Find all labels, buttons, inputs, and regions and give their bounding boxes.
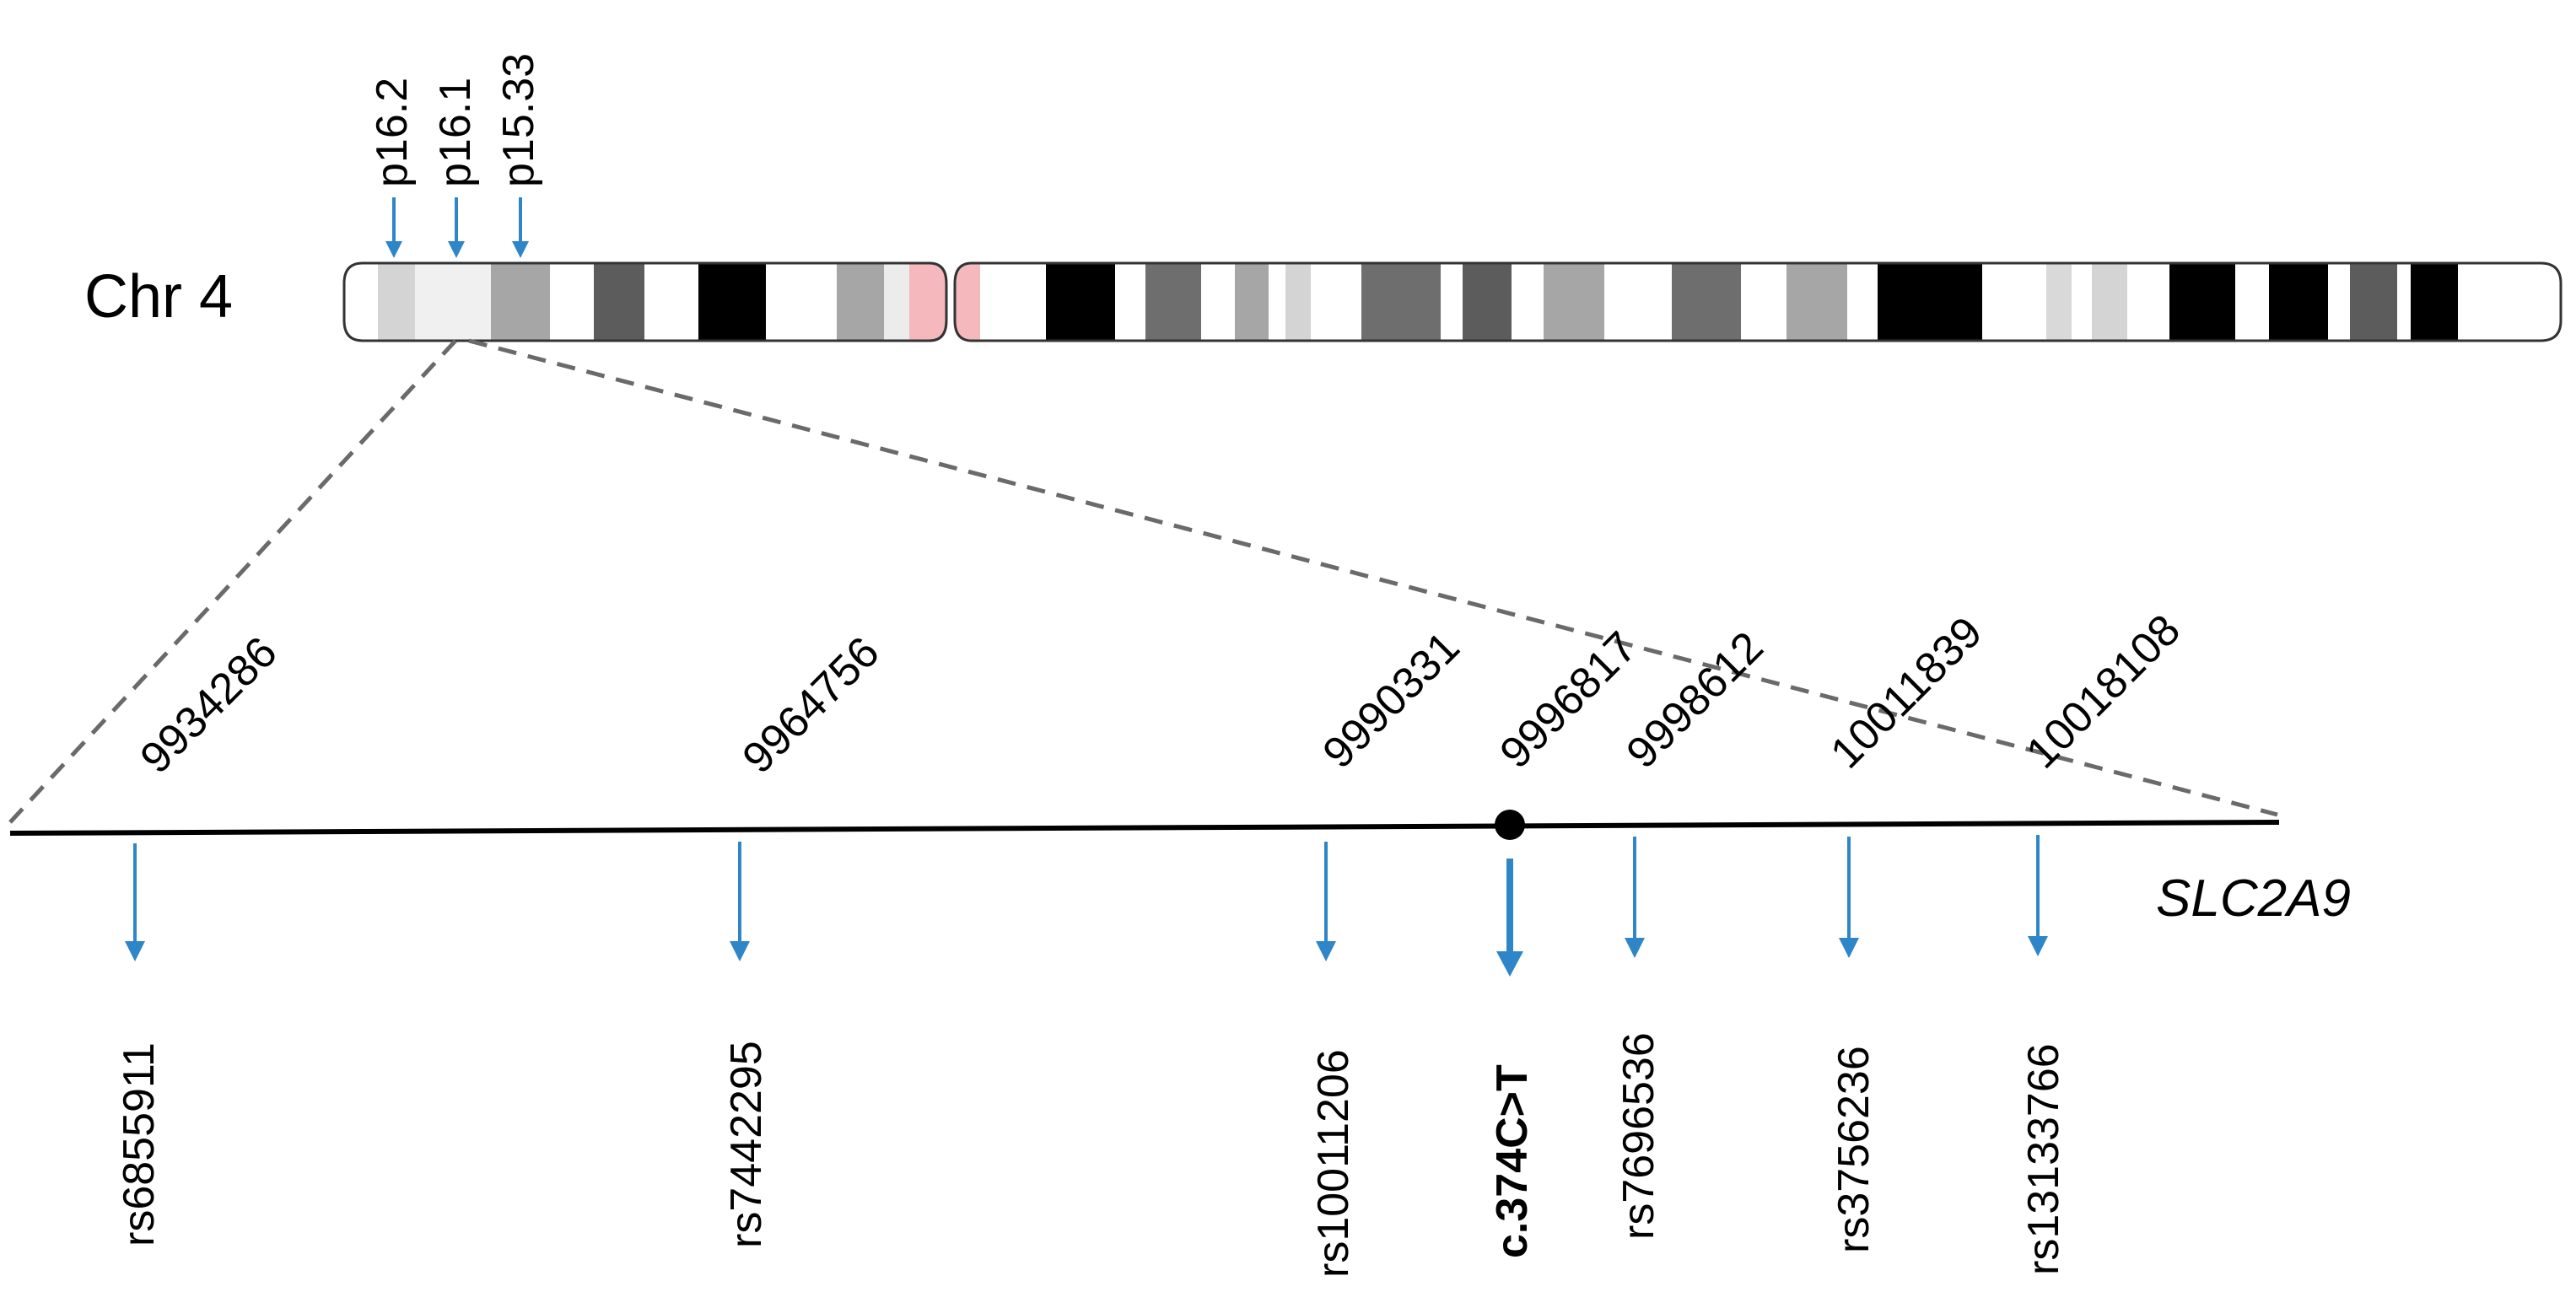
variant-id: rs7442295 (722, 1041, 771, 1248)
variant-id: rs3756236 (1830, 1046, 1878, 1253)
variant-id: rs6855911 (115, 1042, 164, 1246)
zoom-line-right (468, 338, 2278, 817)
band-label-p15-33: p15.33 (494, 53, 543, 187)
variant-id: rs7696536 (1614, 1032, 1663, 1240)
variant-position: 9996817 (1490, 622, 1646, 778)
band-arrowhead-p15-33 (512, 241, 529, 258)
band-arrowhead-p16-2 (385, 241, 402, 258)
chromosome-p-arm (344, 263, 946, 341)
variant-position: 9990331 (1313, 622, 1469, 778)
chromosome-q-arm (955, 263, 2561, 341)
gene-axis-line (9, 820, 2280, 836)
variants: 9934286 rs6855911 9964756 rs7442295 9990… (115, 606, 2190, 1278)
variant-arrowhead (1316, 941, 1336, 961)
variant-arrowhead (2028, 936, 2048, 956)
variant-arrowhead (125, 941, 145, 961)
variant-id: rs10011206 (1309, 1049, 1358, 1278)
variant-id: rs13133766 (2019, 1043, 2068, 1275)
variant-position: 9964756 (733, 627, 888, 783)
variant-position: 9934286 (131, 627, 286, 783)
chromosome-label: Chr 4 (84, 263, 233, 331)
band-markers: p16.2 p16.1 p15.33 (368, 53, 543, 258)
zoom-lines (8, 338, 2278, 824)
variant-arrowhead (730, 941, 750, 961)
variant-position: 9998612 (1617, 622, 1772, 778)
band-arrowhead-p16-1 (448, 241, 465, 258)
variant-arrowhead-highlight (1496, 951, 1523, 977)
variant-id-highlight: c.374C>T (1488, 1064, 1537, 1258)
chromosome-p-outline (342, 261, 948, 342)
variant-arrowhead (1625, 938, 1645, 958)
gene-name: SLC2A9 (2156, 869, 2351, 928)
band-label-p16-2: p16.2 (368, 78, 417, 187)
chromosome-ideogram (342, 261, 2563, 342)
zoom-line-left (8, 339, 457, 824)
chromosome-q-outline (953, 261, 2563, 342)
band-label-p16-1: p16.1 (431, 78, 480, 187)
variant-arrowhead (1839, 938, 1859, 958)
variant-position: 10018108 (2017, 606, 2190, 778)
variant-position: 10011839 (1821, 608, 1991, 778)
variant-marker-dot (1495, 810, 1525, 840)
